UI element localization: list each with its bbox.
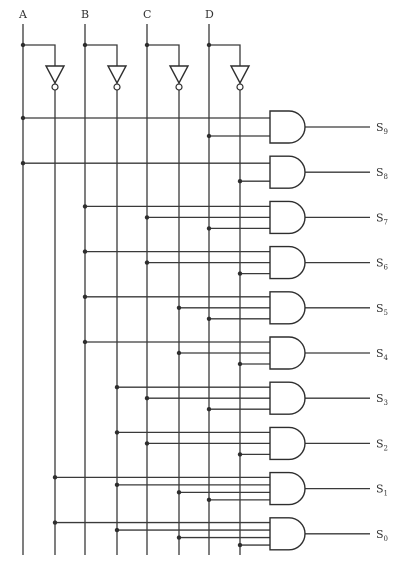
output-label-sub: 5: [384, 309, 388, 317]
junction-dot: [206, 226, 212, 231]
inverter-feed-b: [85, 44, 118, 66]
junction-dot: [20, 115, 26, 121]
output-label-sub: 9: [384, 128, 388, 136]
output-label-s5: S5: [376, 302, 388, 317]
inverter-b: [106, 65, 128, 85]
output-label-s4: S4: [376, 347, 389, 362]
and-gate-s1: [269, 471, 306, 506]
junction-dot: [20, 42, 26, 48]
junction-dot: [114, 385, 120, 390]
inverter-bubble-d: [236, 83, 244, 91]
junction-dot: [206, 316, 212, 321]
junction-dot: [82, 42, 88, 48]
junction-dot: [237, 452, 243, 457]
input-label-c: C: [143, 8, 151, 21]
junction-dot: [176, 535, 182, 540]
junction-dot: [237, 542, 243, 548]
output-label-base: S: [376, 121, 384, 134]
junction-dot: [82, 294, 88, 299]
junction-dot: [176, 490, 182, 495]
output-label-base: S: [376, 166, 384, 179]
and-gate-s5: [269, 291, 306, 325]
output-label-sub: 1: [384, 490, 388, 498]
junction-dot: [206, 497, 212, 503]
inverter-c: [168, 65, 190, 85]
output-label-base: S: [376, 392, 384, 405]
output-label-sub: 7: [384, 218, 388, 226]
output-label-base: S: [376, 528, 384, 541]
junction-dot: [237, 271, 243, 276]
junction-dot: [144, 260, 150, 265]
junction-dot: [144, 396, 150, 401]
junction-dot: [206, 42, 212, 48]
output-label-s9: S9: [376, 121, 388, 136]
inverter-bubble-c: [175, 83, 183, 91]
inverter-a: [44, 65, 66, 85]
junction-dot: [176, 305, 182, 310]
junction-dot: [82, 249, 88, 254]
output-label-sub: 0: [384, 535, 388, 543]
output-label-sub: 8: [384, 173, 388, 181]
output-label-s7: S7: [376, 211, 388, 226]
inverter-bubble-b: [113, 83, 121, 91]
output-label-sub: 2: [384, 444, 388, 452]
and-gate-s3: [269, 381, 306, 415]
and-gate-s7: [269, 200, 306, 235]
output-label-base: S: [376, 302, 384, 315]
output-label-base: S: [376, 483, 384, 496]
inverter-feed-a: [23, 44, 56, 66]
input-label-b: B: [81, 8, 89, 21]
junction-dots: [20, 42, 243, 548]
output-label-sub: 6: [384, 264, 389, 272]
junction-dot: [52, 520, 58, 525]
output-label-sub: 4: [384, 354, 389, 362]
output-label-sub: 3: [384, 399, 388, 407]
and-gate-s0: [269, 517, 306, 551]
inverter-feed-c: [147, 44, 180, 66]
output-label-s1: S1: [376, 483, 388, 498]
junction-dot: [52, 475, 58, 480]
output-label-s2: S2: [376, 437, 388, 452]
junction-dot: [144, 215, 150, 220]
junction-dot: [144, 441, 150, 446]
inverter-feed-d: [209, 44, 241, 66]
junction-dot: [114, 527, 120, 533]
junction-dot: [114, 482, 120, 488]
and-gate-s9: [269, 110, 306, 144]
inverter-bubble-a: [51, 83, 59, 91]
junction-dot: [176, 350, 182, 356]
and-gate-s6: [269, 245, 306, 280]
junction-dot: [206, 133, 212, 139]
output-label-s3: S3: [376, 392, 388, 407]
output-label-s6: S6: [376, 257, 389, 272]
junction-dot: [82, 339, 88, 345]
gates: [44, 65, 306, 551]
wires: [22, 24, 370, 555]
junction-dot: [82, 204, 88, 209]
output-label-s8: S8: [376, 166, 388, 181]
input-label-a: A: [18, 8, 28, 21]
and-gate-s4: [269, 336, 306, 370]
junction-dot: [144, 42, 150, 48]
junction-dot: [114, 430, 120, 435]
output-label-s0: S0: [376, 528, 388, 543]
input-labels: A B C D: [18, 8, 214, 21]
junction-dot: [237, 361, 243, 367]
junction-dot: [20, 161, 26, 166]
and-gate-s2: [269, 426, 306, 461]
inverter-d: [229, 65, 251, 85]
and-gate-s8: [269, 155, 306, 189]
output-label-base: S: [376, 257, 384, 270]
junction-dot: [237, 179, 243, 184]
junction-dot: [206, 407, 212, 412]
output-label-base: S: [376, 211, 384, 224]
output-label-base: S: [376, 437, 384, 450]
input-label-d: D: [205, 8, 214, 21]
output-label-base: S: [376, 347, 384, 360]
